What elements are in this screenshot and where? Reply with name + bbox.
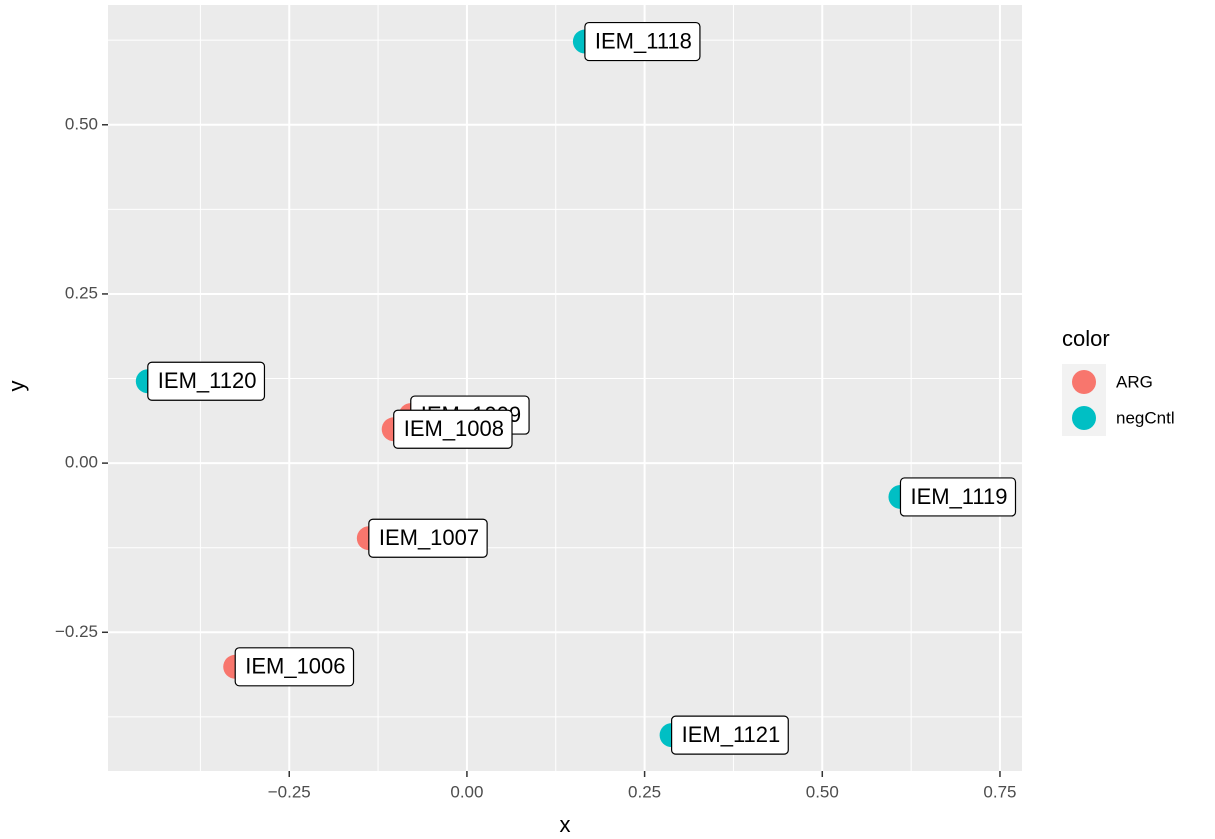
label-box [899,477,1017,517]
legend-label: ARG [1116,372,1153,391]
label-text: IEM_1008 [404,416,504,441]
label-box [671,715,789,755]
label-box [584,21,701,62]
legend: ARG negCntl [1062,364,1175,436]
point-label: IEM_1006 [234,647,355,687]
label-box [393,409,513,449]
point-label: IEM_1120 [147,361,266,401]
x-tick-label: 0.25 [628,782,661,801]
label-box [147,361,266,401]
marks: IEM_1009IEM_1008IEM_1007IEM_1006IEM_1118… [135,21,1017,755]
x-tick-label: −0.25 [268,782,311,801]
label-box [234,647,355,687]
point-label: IEM_1007 [368,518,488,558]
point-label: IEM_1118 [584,21,701,62]
point-label: IEM_1121 [671,715,789,755]
point-label: IEM_1008 [393,409,513,449]
x-tick-label: 0.00 [450,782,483,801]
y-tick-label: −0.25 [55,622,98,641]
x-axis-label: x [560,812,571,837]
label-text: IEM_1120 [158,368,257,393]
legend-label: negCntl [1116,408,1175,427]
y-axis-label: y [4,381,29,392]
label-box [368,518,488,558]
label-text: IEM_1119 [910,484,1007,509]
y-tick-label: 0.50 [65,114,98,133]
axes: −0.25 0.00 0.25 0.50 0.75 −0.25 0.00 0.25 0.50 [55,114,1017,801]
legend-swatch [1072,370,1096,394]
y-tick-label: 0.25 [65,283,98,302]
legend-title: color [1062,326,1110,351]
label-text: IEM_1118 [595,28,692,53]
label-text: IEM_1007 [379,525,479,550]
legend-swatch [1072,406,1096,430]
label-text: IEM_1121 [682,722,781,747]
label-text: IEM_1006 [245,654,345,679]
x-tick-label: 0.75 [983,782,1016,801]
y-tick-label: 0.00 [65,453,98,472]
point-label: IEM_1119 [899,477,1017,517]
x-tick-label: 0.50 [806,782,839,801]
